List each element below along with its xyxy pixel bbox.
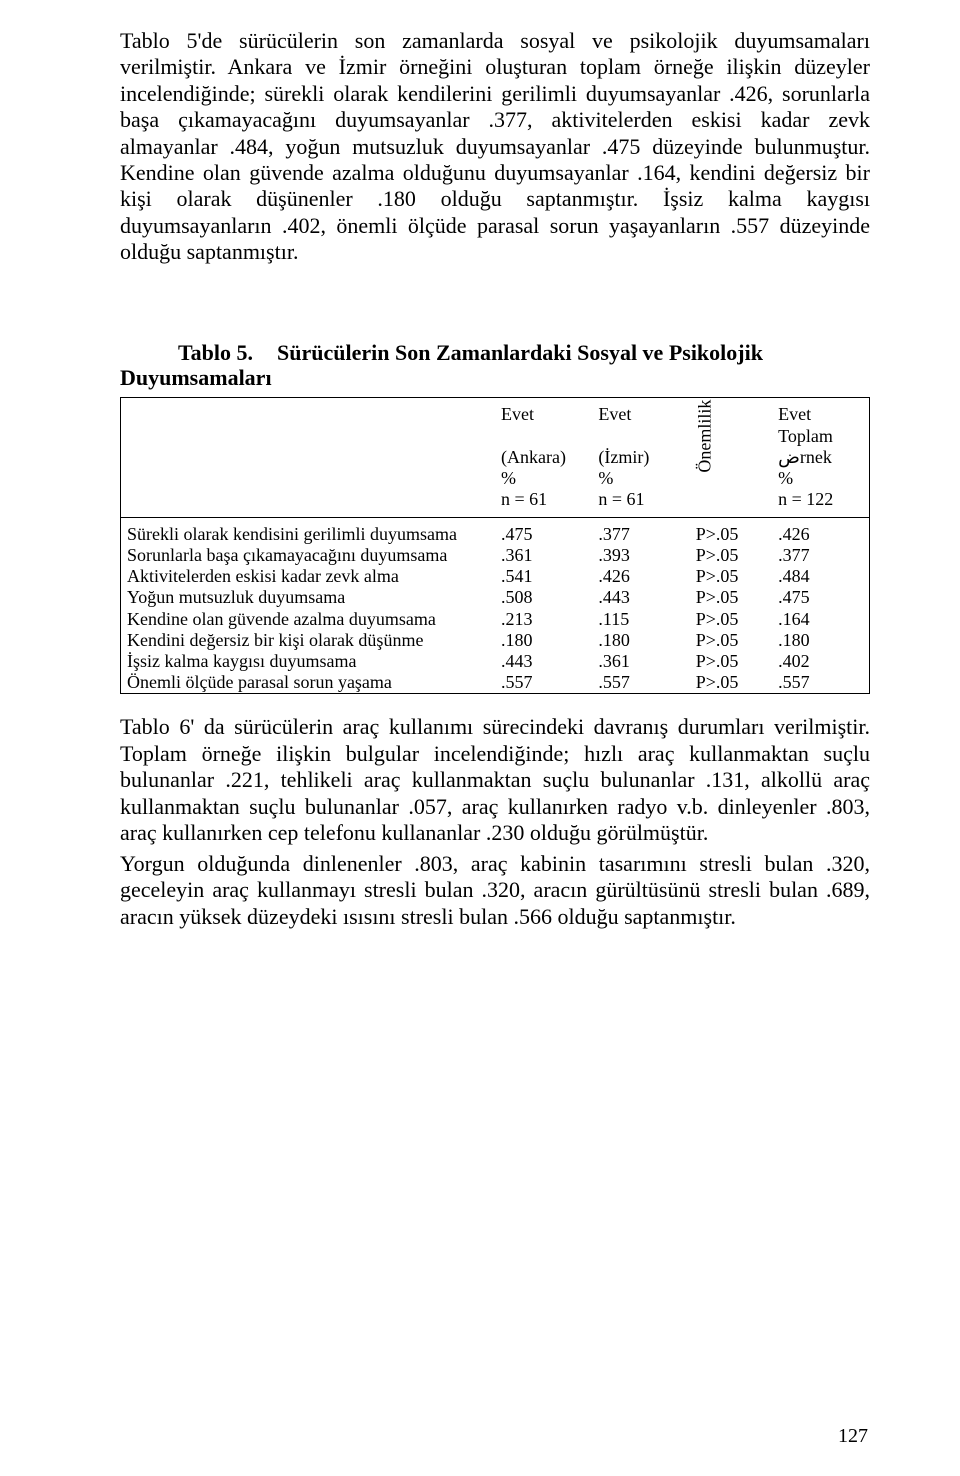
cell-sig: P>.05 xyxy=(690,524,772,545)
table-row: Sorunlarla başa çıkamayacağını duyumsama… xyxy=(121,545,870,566)
cell-desc: Sorunlarla başa çıkamayacağını duyumsama xyxy=(121,545,496,566)
cell-ankara: .213 xyxy=(495,609,592,630)
table-header-row: Evet (Ankara) % n = 61 Evet (İzmir) % n … xyxy=(121,398,870,517)
hdr-pct-i: % xyxy=(598,468,613,488)
table-row: Kendine olan güvende azalma duyumsama .2… xyxy=(121,609,870,630)
table-row: İşsiz kalma kaygısı duyumsama .443 .361 … xyxy=(121,651,870,672)
cell-ankara: .557 xyxy=(495,672,592,694)
cell-ankara: .443 xyxy=(495,651,592,672)
cell-sig: P>.05 xyxy=(690,651,772,672)
cell-total: .557 xyxy=(772,672,869,694)
cell-ankara: .475 xyxy=(495,524,592,545)
cell-sig: P>.05 xyxy=(690,672,772,694)
hdr-ornek: ضrnek xyxy=(778,447,832,467)
table-row: Sürekli olarak kendisini gerilimli duyum… xyxy=(121,524,870,545)
table-caption: Tablo 5. Sürücülerin Son Zamanlardaki Sos… xyxy=(120,340,870,392)
col-header-ankara: Evet (Ankara) % n = 61 xyxy=(495,398,592,517)
cell-izmir: .393 xyxy=(592,545,689,566)
hdr-n-i: n = 61 xyxy=(598,489,644,509)
cell-desc: Yoğun mutsuzluk duyumsama xyxy=(121,587,496,608)
cell-desc: Aktivitelerden eskisi kadar zevk alma xyxy=(121,566,496,587)
page-number: 127 xyxy=(838,1425,868,1448)
paragraph-1: Tablo 5'de sürücülerin son zamanlarda so… xyxy=(120,28,870,266)
cell-sig: P>.05 xyxy=(690,609,772,630)
cell-desc: Önemli ölçüde parasal sorun yaşama xyxy=(121,672,496,694)
table-5: Evet (Ankara) % n = 61 Evet (İzmir) % n … xyxy=(120,397,870,694)
hdr-evet-t: Evet xyxy=(778,404,811,424)
cell-total: .484 xyxy=(772,566,869,587)
col-header-significance: Önemlilik xyxy=(690,398,772,517)
cell-total: .164 xyxy=(772,609,869,630)
hdr-toplam: Toplam xyxy=(778,426,833,446)
cell-desc: İşsiz kalma kaygısı duyumsama xyxy=(121,651,496,672)
cell-izmir: .377 xyxy=(592,524,689,545)
cell-izmir: .115 xyxy=(592,609,689,630)
hdr-n-t: n = 122 xyxy=(778,489,833,509)
cell-ankara: .541 xyxy=(495,566,592,587)
hdr-n-a: n = 61 xyxy=(501,489,547,509)
cell-desc: Sürekli olarak kendisini gerilimli duyum… xyxy=(121,524,496,545)
cell-izmir: .443 xyxy=(592,587,689,608)
table-row: Yoğun mutsuzluk duyumsama .508 .443 P>.0… xyxy=(121,587,870,608)
cell-ankara: .180 xyxy=(495,630,592,651)
col-header-izmir: Evet (İzmir) % n = 61 xyxy=(592,398,689,517)
cell-total: .426 xyxy=(772,524,869,545)
hdr-evet-i: Evet xyxy=(598,404,631,424)
cell-sig: P>.05 xyxy=(690,566,772,587)
cell-sig: P>.05 xyxy=(690,630,772,651)
cell-total: .402 xyxy=(772,651,869,672)
col-header-empty xyxy=(121,398,496,517)
table-title-line1: Sürücülerin Son Zamanlardaki Sosyal ve P… xyxy=(277,340,763,365)
cell-izmir: .361 xyxy=(592,651,689,672)
hdr-significance: Önemlilik xyxy=(694,459,715,473)
paragraph-2a: Tablo 6' da sürücülerin araç kullanımı s… xyxy=(120,714,870,846)
cell-total: .377 xyxy=(772,545,869,566)
table-number: Tablo 5. xyxy=(178,340,253,365)
hdr-pct-t: % xyxy=(778,468,793,488)
hdr-ankara: (Ankara) xyxy=(501,447,566,467)
paragraph-2b: Yorgun olduğunda dinlenenler .803, araç … xyxy=(120,851,870,930)
table-title-line2: Duyumsamaları xyxy=(120,365,272,390)
cell-ankara: .508 xyxy=(495,587,592,608)
cell-sig: P>.05 xyxy=(690,587,772,608)
table-row: Aktivitelerden eskisi kadar zevk alma .5… xyxy=(121,566,870,587)
cell-desc: Kendine olan güvende azalma duyumsama xyxy=(121,609,496,630)
cell-izmir: .557 xyxy=(592,672,689,694)
cell-izmir: .426 xyxy=(592,566,689,587)
cell-total: .475 xyxy=(772,587,869,608)
cell-sig: P>.05 xyxy=(690,545,772,566)
hdr-evet-a: Evet xyxy=(501,404,534,424)
cell-desc: Kendini değersiz bir kişi olarak düşünme xyxy=(121,630,496,651)
hdr-izmir: (İzmir) xyxy=(598,447,649,467)
cell-total: .180 xyxy=(772,630,869,651)
cell-ankara: .361 xyxy=(495,545,592,566)
table-row: Kendini değersiz bir kişi olarak düşünme… xyxy=(121,630,870,651)
hdr-pct-a: % xyxy=(501,468,516,488)
col-header-total: Evet Toplam ضrnek % n = 122 xyxy=(772,398,869,517)
cell-izmir: .180 xyxy=(592,630,689,651)
table-row: Önemli ölçüde parasal sorun yaşama .557 … xyxy=(121,672,870,694)
